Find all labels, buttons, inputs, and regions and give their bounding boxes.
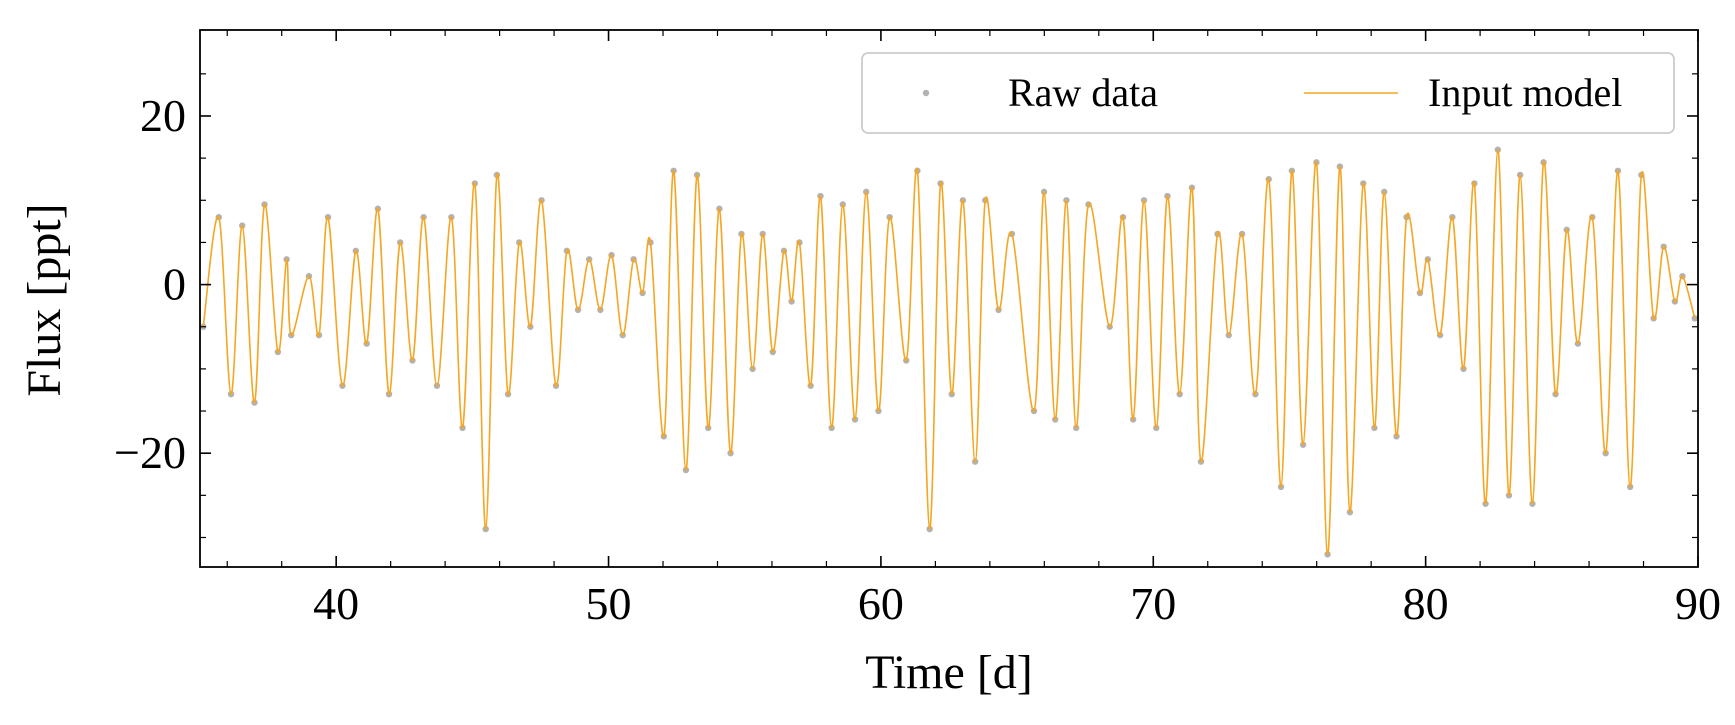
- y-tick-label: −20: [114, 427, 186, 478]
- legend-label: Input model: [1428, 70, 1622, 115]
- plot-area: [200, 146, 1698, 558]
- legend: Raw data Input model: [861, 52, 1675, 134]
- model-line: [202, 148, 1696, 556]
- y-axis-label: Flux [ppt]: [18, 203, 71, 396]
- y-tick-label: 20: [140, 90, 186, 141]
- y-tick-label: 0: [163, 259, 186, 310]
- x-tick-label: 70: [1130, 578, 1176, 629]
- x-tick-label: 80: [1403, 578, 1449, 629]
- legend-marker: [922, 89, 930, 97]
- legend-label: Raw data: [1008, 70, 1158, 115]
- legend-box: [861, 52, 1675, 134]
- x-tick-label: 50: [586, 578, 632, 629]
- x-tick-label: 40: [313, 578, 359, 629]
- x-tick-label: 90: [1675, 578, 1721, 629]
- axes-frame: [199, 29, 1699, 568]
- x-tick-label: 60: [858, 578, 904, 629]
- x-axis-label: Time [d]: [865, 646, 1033, 699]
